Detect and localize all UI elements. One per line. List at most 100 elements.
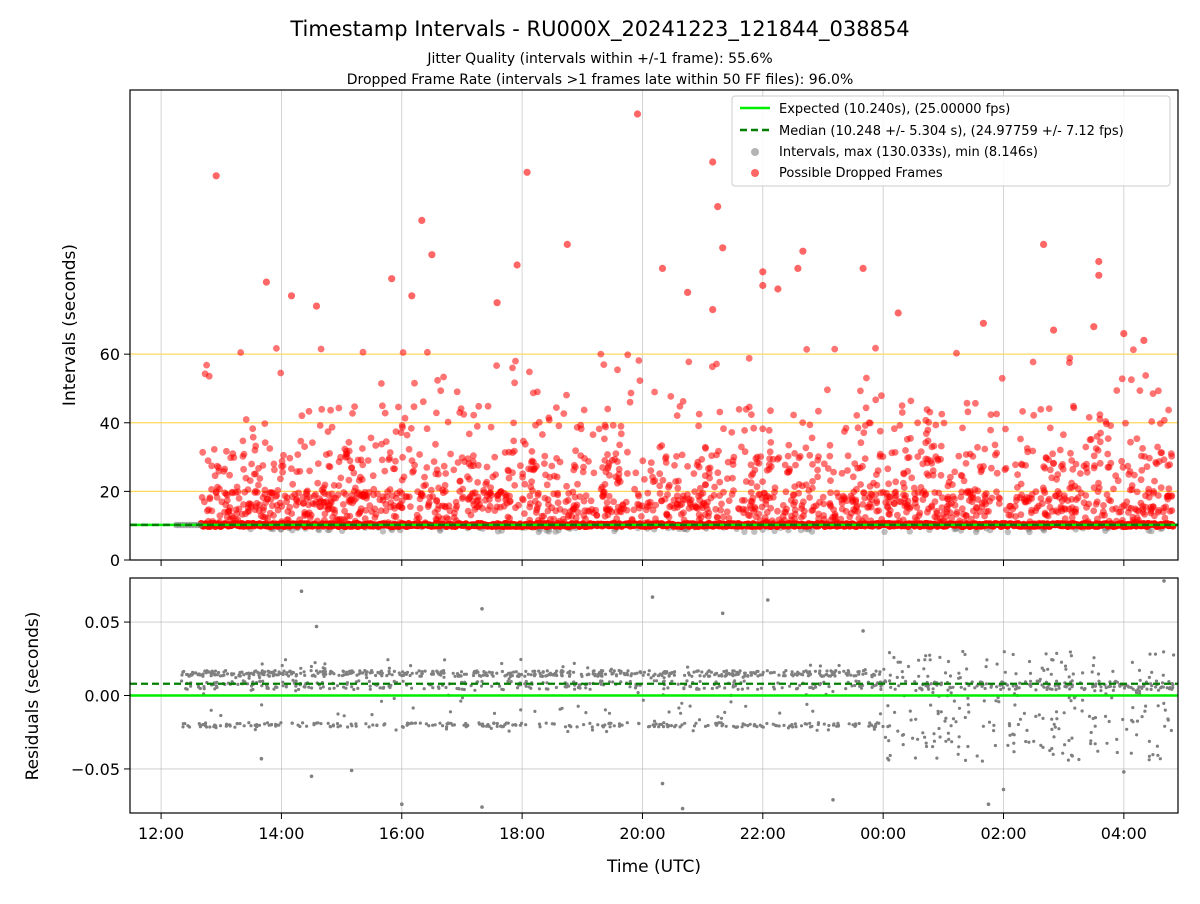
- residual-point: [1008, 688, 1011, 691]
- dropped-frame-point: [827, 489, 834, 496]
- dropped-frame-point: [321, 490, 328, 497]
- residual-point: [488, 671, 491, 674]
- residual-point: [274, 685, 277, 688]
- residual-point: [211, 671, 214, 674]
- residual-point: [1148, 676, 1151, 679]
- residual-point: [380, 700, 383, 703]
- dropped-frame-point: [472, 506, 479, 513]
- dropped-frame-point: [411, 380, 418, 387]
- dropped-frame-point: [792, 507, 799, 514]
- residual-point: [849, 674, 852, 677]
- dropped-frame-point: [601, 436, 608, 443]
- residual-point: [888, 651, 891, 654]
- dropped-frame-point: [233, 510, 240, 517]
- dropped-frame-point: [483, 479, 490, 486]
- dropped-frame-point: [393, 428, 400, 435]
- dropped-frame-point: [466, 495, 473, 502]
- dropped-frame-point: [872, 396, 879, 403]
- residual-point: [699, 680, 702, 683]
- dropped-frame-point: [548, 504, 555, 511]
- residual-point: [805, 703, 808, 706]
- residual-point: [307, 686, 310, 689]
- dropped-frame-point: [1164, 496, 1171, 503]
- residual-point: [314, 675, 317, 678]
- residual-point: [1019, 718, 1022, 721]
- residual-point: [881, 725, 884, 728]
- residual-point: [537, 670, 540, 673]
- residual-point: [181, 725, 184, 728]
- dropped-frame-point: [382, 410, 389, 417]
- residual-point: [1058, 687, 1061, 690]
- x-tick-label: 20:00: [619, 824, 665, 843]
- dropped-frame-point: [394, 490, 401, 497]
- dropped-frame-outlier: [213, 172, 220, 179]
- residual-point: [342, 670, 345, 673]
- residual-point: [615, 674, 618, 677]
- dropped-frame-point: [1127, 468, 1134, 475]
- residual-point: [888, 679, 891, 682]
- residual-point: [1096, 750, 1099, 753]
- residual-point: [561, 707, 564, 710]
- residual-point: [1064, 668, 1067, 671]
- residual-point: [723, 686, 726, 689]
- residual-point: [605, 730, 608, 733]
- dropped-frame-point: [456, 478, 463, 485]
- dropped-frame-point: [864, 504, 871, 511]
- x-tick-label: 12:00: [138, 824, 184, 843]
- dropped-frame-point: [1137, 387, 1144, 394]
- dropped-frame-point: [785, 442, 792, 449]
- residual-point: [555, 686, 558, 689]
- dropped-frame-point: [351, 403, 358, 410]
- residual-point: [1038, 713, 1041, 716]
- residual-point: [1166, 717, 1169, 720]
- residual-point: [418, 669, 421, 672]
- residual-point: [388, 672, 391, 675]
- residual-point: [703, 687, 706, 690]
- residual-point: [784, 669, 787, 672]
- dropped-frame-point: [921, 488, 928, 495]
- dropped-frame-point: [245, 486, 252, 493]
- dropped-frame-point: [554, 492, 561, 499]
- residual-point: [914, 756, 917, 759]
- dropped-frame-point: [242, 510, 249, 517]
- dropped-frame-outlier: [759, 268, 766, 275]
- residual-point: [879, 685, 882, 688]
- dropped-frame-point: [726, 497, 733, 504]
- residual-point: [565, 685, 568, 688]
- residual-point: [944, 740, 947, 743]
- top-y-axis-label: Intervals (seconds): [60, 244, 80, 406]
- residual-point: [348, 670, 351, 673]
- residual-point: [1157, 704, 1160, 707]
- residual-point: [901, 676, 904, 679]
- residual-point: [1154, 653, 1157, 656]
- residual-point: [263, 722, 266, 725]
- residual-point: [887, 758, 890, 761]
- dropped-frame-point: [718, 501, 725, 508]
- dropped-frame-point: [951, 469, 958, 476]
- residual-point: [588, 722, 591, 725]
- dropped-frame-point: [795, 490, 802, 497]
- residual-point: [967, 711, 970, 714]
- dropped-frame-point: [907, 435, 914, 442]
- dropped-frame-point: [1042, 465, 1049, 472]
- residual-point: [519, 658, 522, 661]
- dropped-frame-point: [470, 452, 477, 459]
- residual-point: [576, 725, 579, 728]
- dropped-frame-point: [767, 439, 774, 446]
- residual-point: [807, 674, 810, 677]
- dropped-frame-point: [862, 455, 869, 462]
- dropped-frame-point: [300, 500, 307, 507]
- residual-point: [414, 722, 417, 725]
- residual-point: [914, 718, 917, 721]
- residual-point: [1064, 665, 1067, 668]
- dropped-frame-point: [915, 489, 922, 496]
- x-tick-label: 04:00: [1101, 824, 1147, 843]
- residual-point: [947, 732, 950, 735]
- dropped-frame-point: [1068, 480, 1075, 487]
- dropped-frame-point: [248, 461, 255, 468]
- dropped-frame-point: [1155, 387, 1162, 394]
- dropped-frame-point: [1162, 504, 1169, 511]
- dropped-frame-point: [366, 502, 373, 509]
- dropped-frame-point: [218, 498, 225, 505]
- dropped-frame-point: [378, 441, 385, 448]
